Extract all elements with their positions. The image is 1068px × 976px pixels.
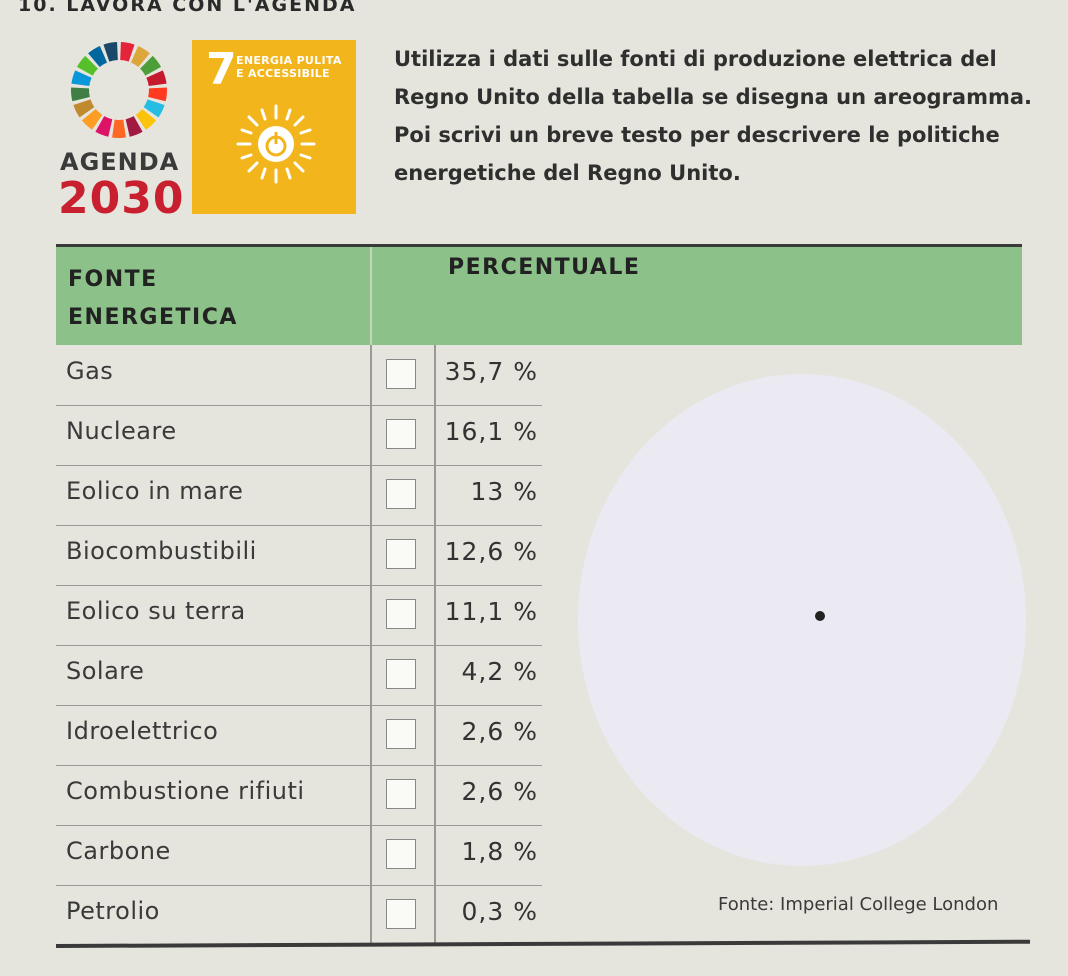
source-name: Carbone [66, 837, 171, 865]
sdg-wheel-segment [103, 42, 118, 62]
agenda-year: 2030 [58, 173, 185, 224]
sdg-label: ENERGIA PULITA E ACCESSIBILE [236, 54, 342, 80]
source-percent: 13 % [470, 477, 538, 506]
sdg-wheel-segment [71, 87, 90, 102]
source-name: Eolico su terra [66, 597, 246, 625]
sdg-wheel-segment [148, 87, 167, 102]
source-name: Eolico in mare [66, 477, 244, 505]
source-name: Petrolio [66, 897, 160, 925]
pie-chart-center-dot [815, 611, 825, 621]
source-percent: 11,1 % [444, 597, 538, 626]
sdg-wheel-segment [135, 109, 157, 130]
source-name: Gas [66, 357, 114, 385]
data-table: Gas 35,7 % Nucleare 16,1 % Eolico in mare 13 … [56, 345, 542, 945]
color-key-box[interactable] [386, 839, 416, 869]
table-row: Eolico su terra 11,1 % [56, 585, 542, 646]
source-name: Solare [66, 657, 145, 685]
source-percent: 12,6 % [444, 537, 538, 566]
sdg-7-badge: 7 ENERGIA PULITA E ACCESSIBILE [192, 40, 356, 214]
sun-power-icon [236, 104, 316, 184]
source-name: Idroelettrico [66, 717, 219, 745]
sdg-wheel-segment [88, 45, 108, 68]
sdg-wheel-segment [81, 109, 103, 130]
color-key-box[interactable] [386, 539, 416, 569]
pie-chart-area [578, 372, 1026, 868]
color-key-box[interactable] [386, 659, 416, 689]
sdg-wheel-segment [125, 116, 143, 137]
exercise-title: 10. LAVORA CON L'AGENDA [18, 0, 357, 16]
color-key-box[interactable] [386, 419, 416, 449]
table-row: Gas 35,7 % [56, 345, 542, 406]
table-row: Biocombustibili 12,6 % [56, 525, 542, 586]
source-percent: 0,3 % [461, 897, 538, 926]
source-percent: 2,6 % [461, 717, 538, 746]
color-key-box[interactable] [386, 479, 416, 509]
sdg-wheel-segment [120, 42, 135, 62]
table-top-rule [56, 244, 1022, 247]
pie-chart-blank-circle [578, 374, 1026, 866]
color-key-box[interactable] [386, 899, 416, 929]
table-row: Carbone 1,8 % [56, 825, 542, 886]
table-row: Eolico in mare 13 % [56, 465, 542, 526]
header-divider [370, 247, 372, 345]
color-key-box[interactable] [386, 599, 416, 629]
sdg-wheel-segment [140, 55, 162, 76]
color-key-box[interactable] [386, 779, 416, 809]
color-key-box[interactable] [386, 719, 416, 749]
source-note: Fonte: Imperial College London [718, 894, 999, 915]
color-key-box[interactable] [386, 359, 416, 389]
table-row: Petrolio 0,3 % [56, 885, 542, 945]
sdg-wheel-segment [112, 119, 126, 138]
source-percent: 35,7 % [444, 357, 538, 386]
source-percent: 2,6 % [461, 777, 538, 806]
table-row: Combustione rifiuti 2,6 % [56, 765, 542, 826]
sdg-wheel-segment [73, 99, 95, 118]
sdg-wheel-segment [146, 70, 167, 87]
source-name: Biocombustibili [66, 537, 257, 565]
table-row: Idroelettrico 2,6 % [56, 705, 542, 766]
header-fonte-energetica: FONTE ENERGETICA [68, 267, 238, 330]
agenda-2030-logo: AGENDA 2030 [56, 40, 186, 224]
sdg-wheel-segment [130, 45, 150, 68]
sdg-wheel-segment [143, 99, 165, 118]
exercise-instructions: Utilizza i dati sulle fonti di produzion… [394, 47, 1032, 185]
source-percent: 4,2 % [461, 657, 538, 686]
sdg-wheel-segment [71, 70, 92, 87]
source-percent: 1,8 % [461, 837, 538, 866]
source-percent: 16,1 % [444, 417, 538, 446]
sdg-number: 7 [206, 44, 237, 95]
sdg-wheel-segment [95, 116, 113, 137]
table-row: Nucleare 16,1 % [56, 405, 542, 466]
table-header: FONTE ENERGETICA PERCENTUALE [56, 247, 1022, 345]
table-row: Solare 4,2 % [56, 645, 542, 706]
source-name: Nucleare [66, 417, 177, 445]
sdg-wheel-segment [76, 55, 98, 76]
agenda-word: AGENDA [60, 148, 180, 176]
header-percentuale: PERCENTUALE [448, 255, 641, 280]
source-name: Combustione rifiuti [66, 777, 305, 805]
sdg-wheel-icon [71, 42, 167, 138]
